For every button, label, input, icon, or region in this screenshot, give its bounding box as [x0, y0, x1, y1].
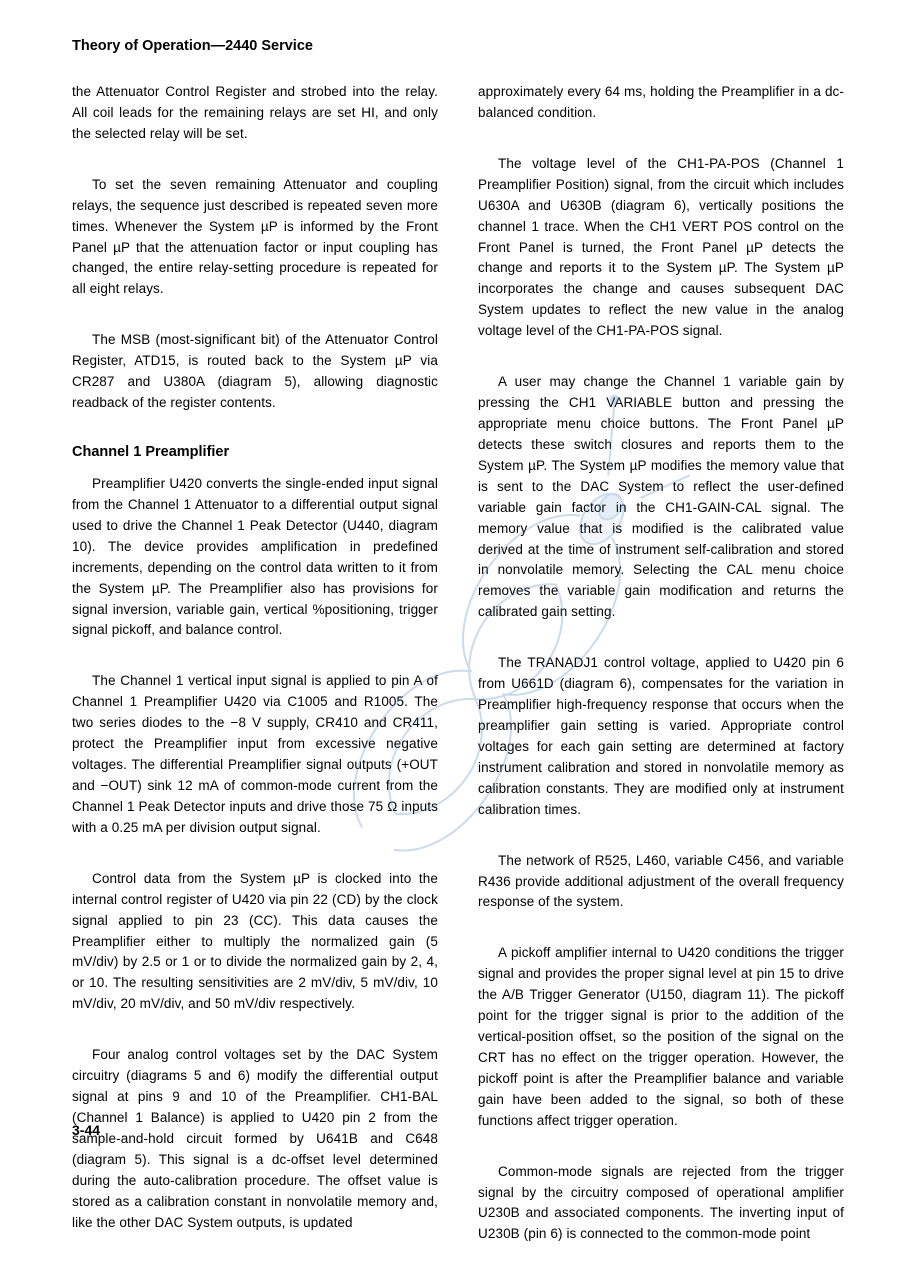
body-paragraph: The TRANADJ1 control voltage, applied to…: [478, 653, 844, 820]
two-column-layout: the Attenuator Control Register and stro…: [72, 82, 846, 1275]
page-header: Theory of Operation—2440 Service: [72, 38, 846, 54]
body-paragraph: Common-mode signals are rejected from th…: [478, 1162, 844, 1246]
body-paragraph: The MSB (most-significant bit) of the At…: [72, 330, 438, 414]
right-column: approximately every 64 ms, holding the P…: [478, 82, 844, 1275]
body-paragraph: A user may change the Channel 1 variable…: [478, 372, 844, 623]
body-paragraph: approximately every 64 ms, holding the P…: [478, 82, 844, 124]
body-paragraph: the Attenuator Control Register and stro…: [72, 82, 438, 145]
body-paragraph: The network of R525, L460, variable C456…: [478, 851, 844, 914]
body-paragraph: Four analog control voltages set by the …: [72, 1045, 438, 1233]
body-paragraph: The voltage level of the CH1-PA-POS (Cha…: [478, 154, 844, 342]
left-column: the Attenuator Control Register and stro…: [72, 82, 438, 1275]
body-paragraph: The Channel 1 vertical input signal is a…: [72, 671, 438, 838]
section-heading: Channel 1 Preamplifier: [72, 444, 438, 460]
body-paragraph: Preamplifier U420 converts the single-en…: [72, 474, 438, 641]
page-number: 3-44: [72, 1122, 100, 1138]
page-container: Theory of Operation—2440 Service the Att…: [0, 0, 918, 1188]
body-paragraph: Control data from the System µP is clock…: [72, 869, 438, 1015]
body-paragraph: A pickoff amplifier internal to U420 con…: [478, 943, 844, 1131]
body-paragraph: To set the seven remaining Attenuator an…: [72, 175, 438, 301]
